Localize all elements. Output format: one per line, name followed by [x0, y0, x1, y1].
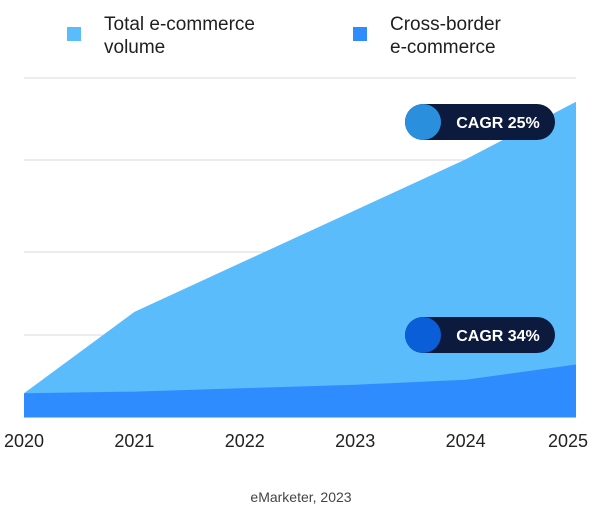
- x-tick-2023: 2023: [335, 431, 375, 451]
- x-tick-2021: 2021: [114, 431, 154, 451]
- cagr-label-1: CAGR 34%: [456, 328, 540, 345]
- area-series: [24, 101, 576, 418]
- source-note: eMarketer, 2023: [250, 489, 351, 505]
- area-total-ecommerce: [24, 101, 576, 417]
- legend-swatch-0: [67, 27, 81, 41]
- cagr-pill-0: CAGR 25%: [405, 104, 555, 140]
- x-tick-2024: 2024: [446, 431, 486, 451]
- x-tick-2025: 2025: [548, 431, 588, 451]
- legend-label-1-1: e-commerce: [390, 37, 496, 58]
- legend-swatch-1: [353, 27, 367, 41]
- area-cross-border: [24, 364, 576, 417]
- x-axis-ticks: 2020 2021 2022 2023 2024 2025: [4, 431, 588, 451]
- cagr-pill-1: CAGR 34%: [405, 317, 555, 353]
- legend-label-0-0: Total e-commerce: [104, 14, 255, 35]
- legend-label-1-0: Cross-border: [390, 14, 502, 35]
- legend-label-0-1: volume: [104, 37, 165, 58]
- x-tick-2020: 2020: [4, 431, 44, 451]
- cagr-label-0: CAGR 25%: [456, 115, 540, 132]
- x-tick-2022: 2022: [225, 431, 265, 451]
- cagr-annotations: CAGR 25% CAGR 34%: [405, 104, 555, 353]
